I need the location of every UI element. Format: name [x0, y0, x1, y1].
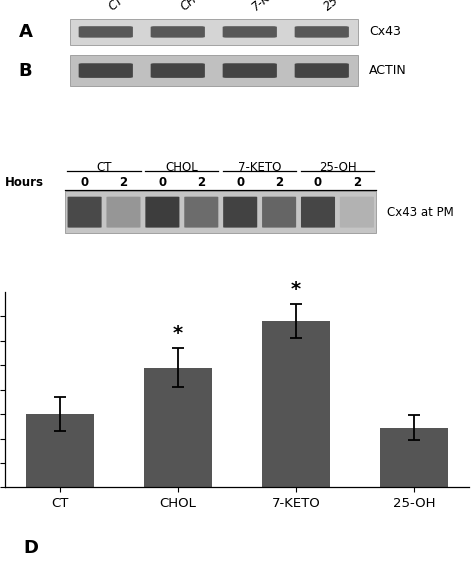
Text: Cx43: Cx43 [369, 25, 401, 38]
FancyBboxPatch shape [223, 26, 277, 38]
FancyBboxPatch shape [295, 63, 349, 78]
Text: 0: 0 [158, 175, 166, 188]
Text: Hours: Hours [5, 175, 44, 188]
Text: 7-KETO: 7-KETO [250, 0, 291, 13]
FancyBboxPatch shape [151, 26, 205, 38]
Text: 2: 2 [119, 175, 128, 188]
FancyBboxPatch shape [223, 63, 277, 78]
Text: Cx43 at PM: Cx43 at PM [387, 206, 453, 219]
FancyBboxPatch shape [151, 63, 205, 78]
Text: 2: 2 [353, 175, 361, 188]
Text: *: * [173, 324, 183, 343]
Text: 7-KETO: 7-KETO [238, 161, 282, 174]
FancyBboxPatch shape [68, 197, 101, 228]
Text: CHOL: CHOL [165, 161, 198, 174]
Bar [70, 55, 358, 86]
Text: A: A [18, 23, 33, 41]
Text: ACTIN: ACTIN [369, 64, 407, 77]
Bar [380, 428, 448, 487]
FancyBboxPatch shape [184, 197, 219, 228]
Bar [26, 414, 94, 487]
Text: 25-OH: 25-OH [322, 0, 359, 13]
FancyBboxPatch shape [79, 26, 133, 38]
Text: B: B [18, 61, 32, 80]
Text: CT: CT [96, 161, 112, 174]
FancyBboxPatch shape [262, 197, 296, 228]
FancyBboxPatch shape [146, 197, 180, 228]
Text: 0: 0 [236, 175, 244, 188]
Text: 0: 0 [81, 175, 89, 188]
FancyBboxPatch shape [301, 197, 335, 228]
Text: 0: 0 [314, 175, 322, 188]
Text: D: D [23, 539, 38, 557]
Text: CT: CT [106, 0, 126, 13]
FancyBboxPatch shape [107, 197, 140, 228]
FancyBboxPatch shape [295, 26, 349, 38]
Bar [144, 368, 212, 487]
FancyBboxPatch shape [340, 197, 374, 228]
FancyBboxPatch shape [223, 197, 257, 228]
Bar [262, 321, 330, 487]
Text: CHOL: CHOL [178, 0, 211, 13]
Text: 2: 2 [275, 175, 283, 188]
Bar [65, 191, 376, 233]
Text: 25-OH: 25-OH [319, 161, 356, 174]
Text: 2: 2 [197, 175, 205, 188]
Text: *: * [291, 280, 301, 299]
Bar [70, 19, 358, 45]
FancyBboxPatch shape [79, 63, 133, 78]
